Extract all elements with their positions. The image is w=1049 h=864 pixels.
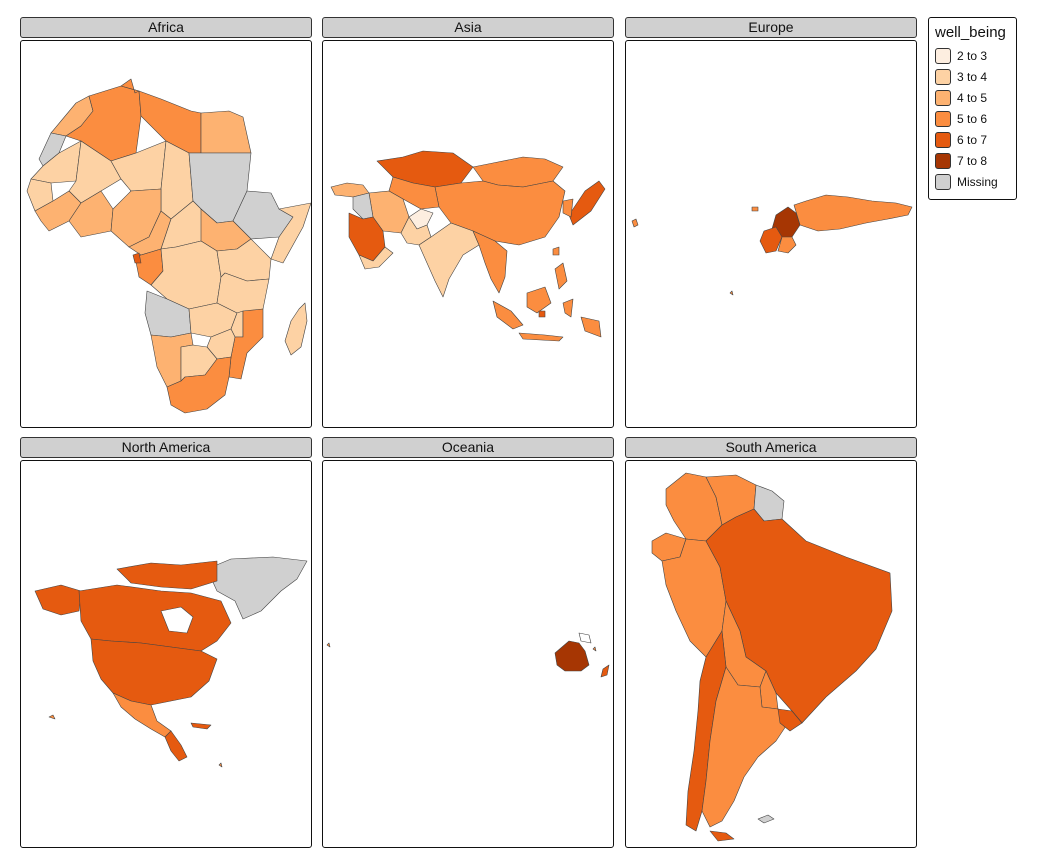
region-senegal[interactable] — [26, 178, 54, 212]
map-oceania — [322, 460, 614, 848]
region-eastern-europe[interactable] — [777, 236, 797, 254]
region-mozambique[interactable] — [228, 308, 264, 380]
region-small-caribbean[interactable] — [218, 762, 223, 768]
legend-label: 6 to 7 — [957, 132, 988, 147]
region-japan[interactable] — [568, 180, 606, 226]
region-pacific-island-west[interactable] — [326, 642, 331, 648]
region-south-africa[interactable] — [166, 356, 232, 414]
map-europe — [625, 40, 917, 428]
legend-label: 4 to 5 — [957, 90, 988, 105]
asia-map-svg — [330, 150, 606, 342]
legend-swatch — [935, 68, 951, 85]
region-philippines[interactable] — [554, 262, 568, 290]
region-india[interactable] — [418, 222, 480, 298]
legend: well_being 2 to 3 3 to 4 4 to 5 5 to 6 6 to … — [928, 17, 1017, 200]
region-small-island[interactable] — [729, 290, 734, 296]
region-malaysia[interactable] — [538, 310, 546, 318]
legend-label: 5 to 6 — [957, 111, 988, 126]
legend-swatch — [935, 89, 951, 106]
region-central-america[interactable] — [164, 730, 188, 762]
region-western-europe[interactable] — [759, 226, 783, 254]
legend-swatch — [935, 110, 951, 127]
legend-item: 5 to 6 — [935, 108, 1010, 129]
region-russia[interactable] — [793, 194, 913, 232]
panel-title-asia: Asia — [322, 17, 614, 38]
panel-title-oceania: Oceania — [322, 437, 614, 458]
region-somalia[interactable] — [270, 202, 311, 264]
legend-title: well_being — [935, 24, 1006, 41]
region-equatorial-guinea[interactable] — [132, 252, 142, 264]
region-yemen[interactable] — [358, 246, 394, 270]
panel-europe: Europe — [625, 17, 917, 428]
region-java[interactable] — [518, 332, 564, 342]
map-asia — [322, 40, 614, 428]
legend-swatch — [935, 47, 951, 64]
panel-title-south-america: South America — [625, 437, 917, 458]
region-hawaii[interactable] — [48, 714, 56, 720]
panel-south-america: South America — [625, 437, 917, 848]
region-argentina[interactable] — [701, 666, 789, 828]
region-taiwan[interactable] — [552, 246, 560, 256]
region-australia[interactable] — [554, 640, 590, 672]
region-papua[interactable] — [580, 316, 602, 338]
region-cuba[interactable] — [190, 722, 212, 730]
region-tierra-del-fuego[interactable] — [709, 830, 735, 842]
panel-title-north-america: North America — [20, 437, 312, 458]
region-madagascar[interactable] — [284, 302, 308, 356]
legend-swatch — [935, 131, 951, 148]
oceania-map-svg — [326, 632, 610, 678]
region-sulawesi[interactable] — [562, 298, 574, 318]
north-america-map-svg — [34, 556, 308, 768]
region-uruguay[interactable] — [777, 708, 803, 732]
region-korea[interactable] — [562, 198, 574, 218]
region-islands[interactable] — [751, 206, 759, 212]
region-arctic-islands[interactable] — [116, 560, 218, 590]
region-egypt[interactable] — [200, 110, 252, 154]
europe-map-svg — [631, 194, 913, 296]
region-greenland[interactable] — [206, 556, 308, 620]
panel-north-america: North America — [20, 437, 312, 848]
region-falklands[interactable] — [757, 814, 775, 824]
region-alaska[interactable] — [34, 584, 82, 616]
panel-title-africa: Africa — [20, 17, 312, 38]
region-western-sahara[interactable] — [38, 132, 67, 167]
africa-map-svg — [26, 78, 311, 414]
map-north-america — [20, 460, 312, 848]
legend-label: Missing — [957, 174, 998, 189]
legend-item: 3 to 4 — [935, 66, 1010, 87]
region-se-asia[interactable] — [472, 230, 508, 294]
legend-label: 7 to 8 — [957, 153, 988, 168]
region-usa[interactable] — [90, 638, 218, 706]
region-hudson-bay — [160, 606, 194, 634]
panel-title-europe: Europe — [625, 17, 917, 38]
legend-item: Missing — [935, 171, 1010, 192]
legend-item: 7 to 8 — [935, 150, 1010, 171]
panel-asia: Asia — [322, 17, 614, 428]
region-new-zealand[interactable] — [600, 664, 610, 678]
legend-swatch — [935, 152, 951, 169]
region-png[interactable] — [578, 632, 592, 644]
region-pacific-island[interactable] — [592, 646, 597, 652]
south-america-map-svg — [651, 472, 893, 842]
panel-africa: Africa — [20, 17, 312, 428]
legend-items: 2 to 3 3 to 4 4 to 5 5 to 6 6 to 7 7 to 8 Miss… — [935, 45, 1010, 192]
legend-label: 3 to 4 — [957, 69, 988, 84]
legend-item: 6 to 7 — [935, 129, 1010, 150]
region-pakistan[interactable] — [400, 216, 432, 246]
panel-oceania: Oceania — [322, 437, 614, 848]
region-sumatra[interactable] — [492, 300, 524, 330]
map-south-america — [625, 460, 917, 848]
region-iceland[interactable] — [631, 218, 639, 228]
region-borneo[interactable] — [526, 286, 552, 314]
map-africa — [20, 40, 312, 428]
legend-label: 2 to 3 — [957, 48, 988, 63]
region-tunisia[interactable] — [120, 78, 140, 94]
legend-swatch — [935, 173, 951, 190]
legend-item: 2 to 3 — [935, 45, 1010, 66]
legend-item: 4 to 5 — [935, 87, 1010, 108]
